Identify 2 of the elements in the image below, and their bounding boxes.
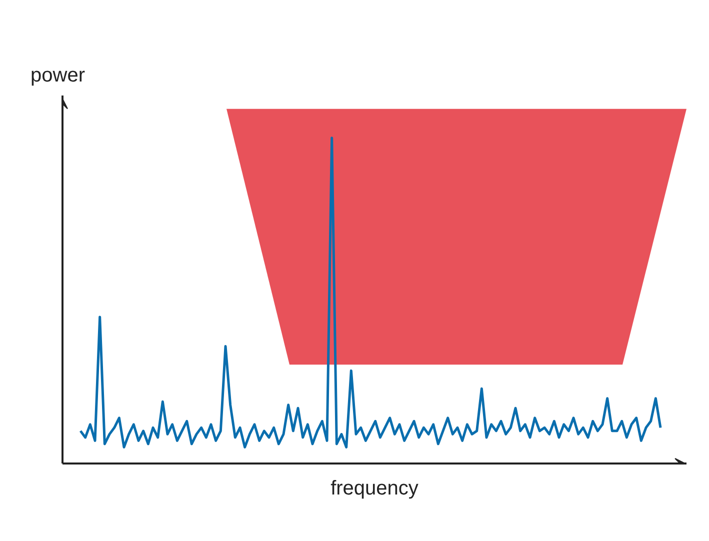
x-axis-title: frequency [330,478,418,500]
y-axis-title: power [30,64,86,86]
